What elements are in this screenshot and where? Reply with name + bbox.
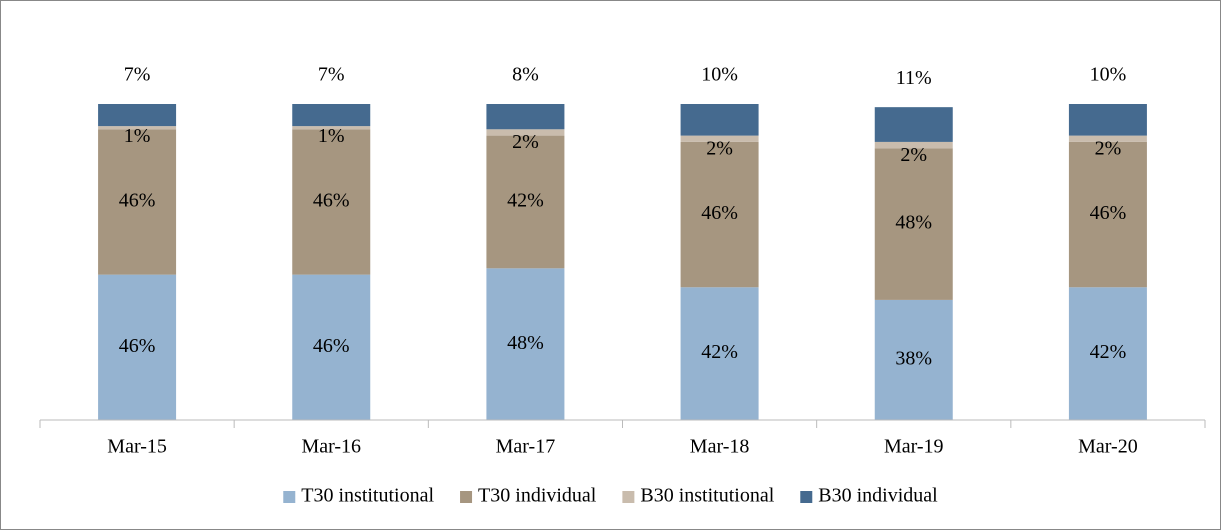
bar-segment: [680, 287, 759, 420]
bar-segment: [486, 268, 565, 420]
x-tick-label: Mar-19: [884, 436, 944, 458]
bar-segment: [874, 141, 953, 149]
bar-segment: [874, 299, 953, 420]
bar-segment: [98, 129, 177, 275]
x-tick-label: Mar-17: [496, 436, 556, 458]
legend-label: T30 individual: [478, 485, 597, 507]
bar-segment: [874, 148, 953, 300]
data-label: 42%: [1090, 341, 1127, 363]
bar-segment: [680, 104, 759, 136]
data-label: 2%: [706, 138, 733, 160]
legend-swatch: [622, 491, 635, 503]
bar-segment: [98, 104, 177, 127]
legend-swatch: [800, 491, 813, 503]
x-tick-label: Mar-20: [1078, 436, 1138, 458]
bar-segment: [1068, 141, 1147, 288]
legend-label: T30 institutional: [301, 485, 434, 507]
data-label: 2%: [1095, 138, 1122, 160]
data-label: 2%: [900, 144, 927, 166]
legend-swatch: [283, 491, 296, 503]
bar-segment: [98, 274, 177, 420]
bar-segment: [1068, 135, 1147, 142]
bar-segment: [292, 274, 371, 420]
data-label: 1%: [318, 125, 345, 147]
bar-segment: [874, 107, 953, 142]
data-label: 7%: [318, 64, 345, 86]
bar-segment: [486, 104, 565, 130]
bar-segment: [486, 129, 565, 136]
data-label: 46%: [119, 190, 156, 212]
data-label: 42%: [701, 341, 738, 363]
bar-segment: [486, 135, 565, 269]
data-label: 10%: [1090, 64, 1127, 86]
x-tick-label: Mar-18: [690, 436, 750, 458]
bar-segment: [292, 129, 371, 275]
bar-segment: [680, 135, 759, 142]
bar-segment: [680, 141, 759, 288]
data-label: 7%: [124, 64, 151, 86]
data-label: 2%: [512, 131, 539, 153]
data-label: 46%: [119, 335, 156, 357]
bar-segment: [98, 126, 177, 130]
data-label: 48%: [895, 212, 932, 234]
data-label: 48%: [507, 332, 544, 354]
data-label: 46%: [701, 202, 738, 224]
data-label: 1%: [124, 125, 151, 147]
data-label: 38%: [895, 348, 932, 370]
x-tick-label: Mar-16: [301, 436, 361, 458]
legend-label: B30 individual: [818, 485, 938, 507]
x-tick-label: Mar-15: [107, 436, 167, 458]
data-label: 8%: [512, 64, 539, 86]
bar-segment: [292, 104, 371, 127]
data-label: 46%: [313, 335, 350, 357]
legend-label: B30 institutional: [640, 485, 774, 507]
legend-swatch: [460, 491, 473, 503]
bar-segment: [1068, 287, 1147, 420]
data-label: 42%: [507, 190, 544, 212]
data-label: 10%: [701, 64, 738, 86]
data-label: 46%: [313, 190, 350, 212]
data-label: 46%: [1090, 202, 1127, 224]
data-label: 11%: [896, 67, 932, 89]
bar-segment: [1068, 104, 1147, 136]
bar-segment: [292, 126, 371, 130]
